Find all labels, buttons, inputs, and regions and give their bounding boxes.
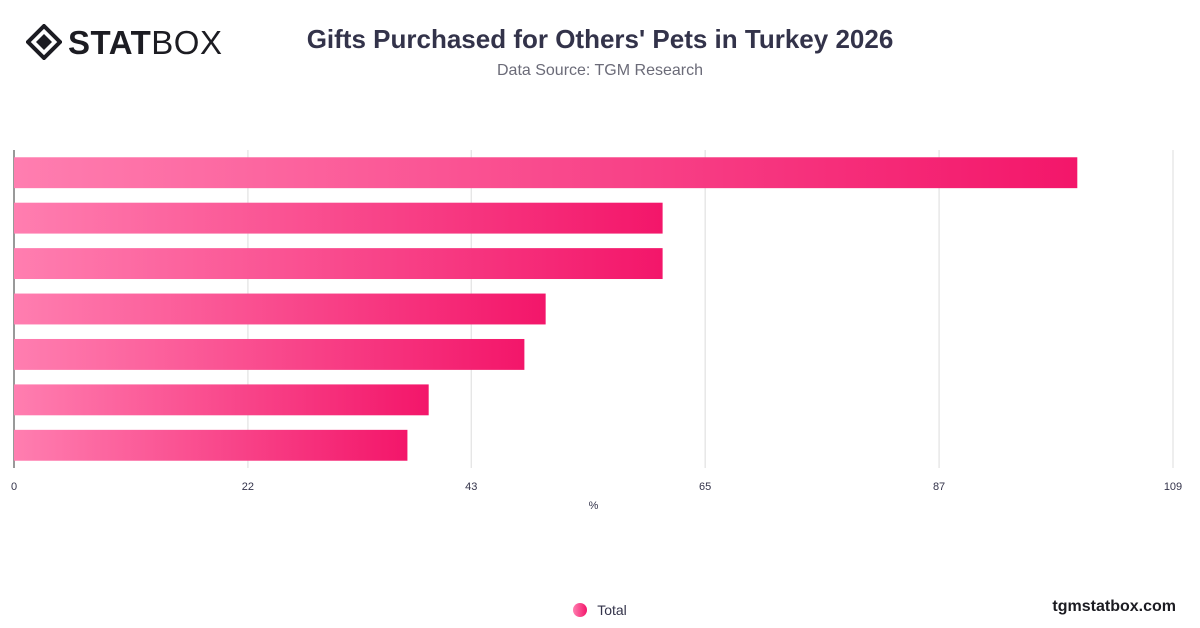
- bar: [14, 157, 1078, 189]
- bar: [14, 384, 429, 416]
- x-tick-label: 22: [242, 481, 254, 493]
- x-tick-label: 0: [11, 481, 17, 493]
- chart-subtitle: Data Source: TGM Research: [496, 62, 703, 79]
- bar: [14, 248, 663, 280]
- legend-label: Total: [597, 602, 627, 618]
- logo-light-text: BOX: [151, 23, 223, 61]
- bar: [14, 202, 663, 234]
- statbox-diamond-icon: [26, 24, 62, 60]
- x-tick-label: 43: [465, 481, 477, 493]
- bar: [14, 429, 408, 461]
- statbox-logo: STATBOX: [26, 24, 222, 60]
- chart-legend[interactable]: Total: [0, 602, 1200, 618]
- bar: [14, 338, 525, 370]
- x-tick-label: 87: [933, 481, 945, 493]
- bar: [14, 293, 546, 325]
- logo-wordmark: STATBOX: [68, 26, 222, 59]
- x-tick-label: 109: [1164, 481, 1182, 493]
- legend-marker: [573, 603, 588, 617]
- footer-brand: tgmstatbox.com: [1052, 598, 1176, 615]
- logo-bold-text: STAT: [68, 23, 152, 61]
- bar-chart: 0 22 43 65 87 109%: [11, 150, 1182, 512]
- x-tick-label: 65: [699, 481, 711, 493]
- chart-title: Gifts Purchased for Others' Pets in Turk…: [306, 24, 894, 54]
- x-axis-label: %: [589, 500, 599, 512]
